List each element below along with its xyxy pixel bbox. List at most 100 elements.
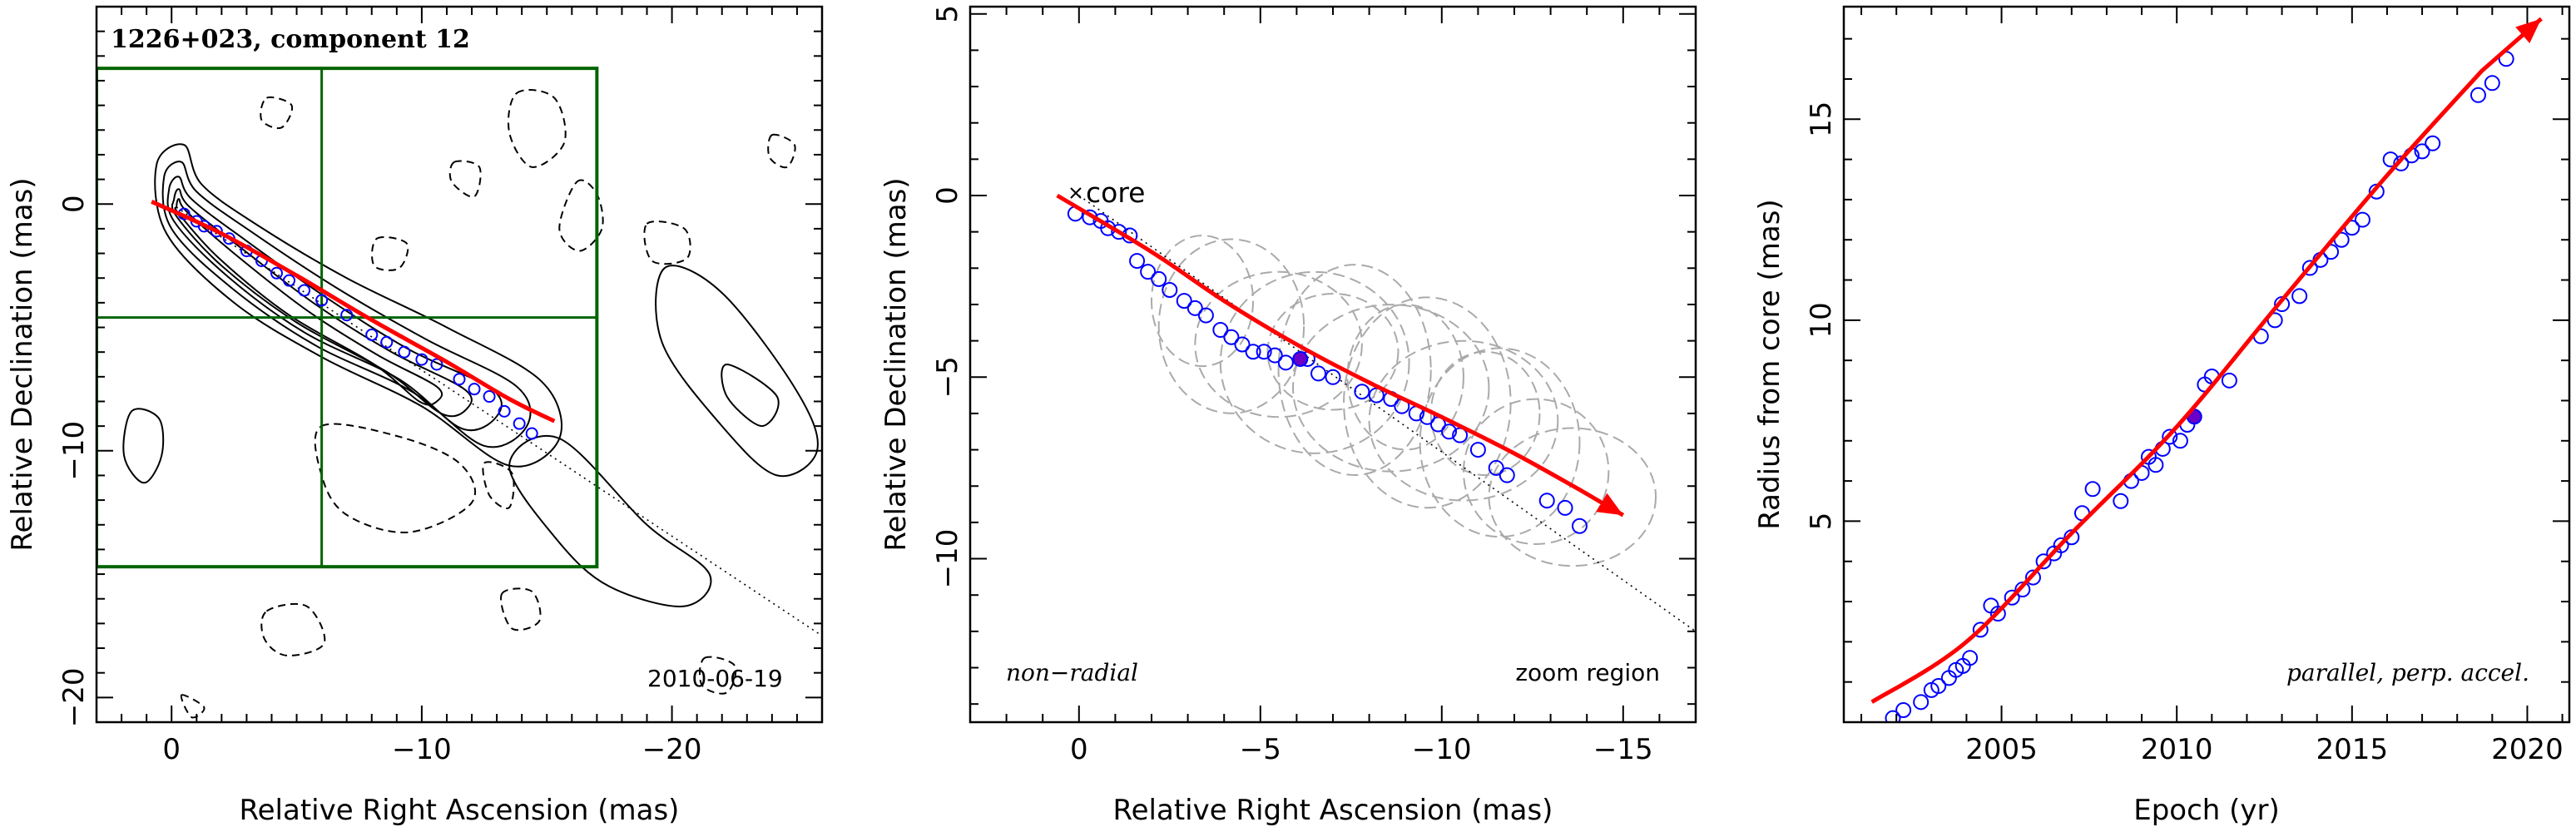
panel-1-contour-map: 0 −10 −20 0 −10 −20 1226+023, component 12 20… (6, 5, 824, 827)
negative-contour-line (500, 587, 542, 631)
data-point (298, 284, 311, 297)
data-point (1245, 344, 1261, 360)
x-tick-label: 0 (1070, 733, 1088, 766)
data-point (365, 328, 379, 341)
data-point (2425, 135, 2441, 151)
data-point (430, 358, 443, 371)
date-label: 2010-06-19 (647, 665, 783, 692)
contour-line (655, 265, 819, 478)
data-point (1972, 622, 1989, 638)
data-point (2354, 211, 2370, 228)
dotted-line (171, 203, 822, 636)
negative-contour-line (314, 423, 477, 533)
data-point (2172, 433, 2188, 449)
data-point (1325, 369, 1341, 385)
data-point (1557, 499, 1573, 516)
beam-ellipse (1462, 398, 1610, 545)
x-tick-label: 2015 (2316, 733, 2389, 766)
data-point (1234, 336, 1251, 353)
y-tick-label: −10 (931, 529, 964, 589)
panel-2-zoom-region: 0 −5 −10 −15 5 0 −5 −10 core non−radial zoom re… (879, 5, 1697, 827)
data-point (2301, 260, 2318, 276)
data-point (1885, 710, 1901, 722)
data-point (1354, 384, 1370, 400)
data-point (315, 294, 329, 307)
core-marker: core (1070, 176, 1145, 209)
beam-ellipse (1343, 296, 1512, 509)
y-tick-label: 15 (1805, 102, 1838, 137)
beam-ellipse (1368, 339, 1559, 502)
data-point (2393, 155, 2410, 171)
x-tick-label: −10 (1412, 733, 1472, 766)
negative-contour-line (371, 235, 409, 271)
plot-frame (1842, 5, 2571, 724)
data-point (1895, 702, 1912, 719)
beam-ellipse (1277, 264, 1432, 476)
x-tick-label: −5 (1240, 733, 1281, 766)
beam-ellipse (1194, 270, 1363, 418)
note-zoom-region: zoom region (1515, 659, 1660, 686)
fit-curve-line (151, 200, 556, 423)
fit-curve (151, 200, 556, 423)
data-point (1266, 347, 1283, 364)
negative-contour-line (482, 461, 515, 509)
data-point (340, 309, 354, 322)
data-point (2484, 75, 2500, 92)
x-tick-label: 2005 (1965, 733, 2038, 766)
data-point (2414, 143, 2430, 160)
negative-contour-line (260, 97, 294, 130)
data-point (1488, 459, 1504, 476)
arrow-head-icon (2515, 18, 2542, 43)
data-point (1151, 270, 1167, 287)
negative-contour-line (260, 602, 326, 656)
data-point (1310, 365, 1327, 382)
data-point (1176, 293, 1192, 310)
beam-ellipse (1488, 427, 1657, 567)
data-point (398, 345, 411, 359)
x-axis-label: Epoch (yr) (2133, 794, 2280, 827)
data-point (1186, 300, 1203, 316)
data-point (498, 404, 511, 418)
beam-ellipse (1292, 304, 1490, 473)
fit-curve-line (1056, 193, 1625, 518)
data-point (1111, 224, 1127, 240)
x-tick-label: 0 (162, 733, 181, 766)
x-tick-label: 2020 (2491, 733, 2564, 766)
data-point (1930, 678, 1947, 695)
axis-ticks: 0 −10 −20 0 −10 −20 (57, 6, 823, 766)
core-label: core (1086, 176, 1145, 209)
core-cross-icon (1070, 187, 1082, 199)
dotted-reference-line (171, 203, 822, 636)
contour-layer (122, 89, 819, 719)
negative-contour-line (558, 179, 604, 252)
beam-ellipse (1419, 347, 1581, 538)
data-point (2162, 428, 2178, 445)
arrow-head-icon (1596, 493, 1623, 516)
component-radii (1885, 51, 2514, 722)
data-point (1162, 282, 1178, 299)
y-tick-label: −5 (931, 356, 964, 398)
contour-line (721, 363, 780, 428)
negative-contour-line (643, 220, 691, 265)
data-point (1499, 467, 1515, 483)
zoom-box (97, 67, 599, 569)
y-tick-label: 5 (931, 5, 964, 23)
data-point (1129, 253, 1146, 270)
data-point (270, 266, 283, 280)
beam-ellipse (1266, 292, 1399, 411)
data-point (1469, 442, 1486, 458)
negative-contour-line (507, 89, 567, 168)
data-point (1256, 344, 1272, 360)
data-point (1538, 493, 1555, 509)
y-tick-label: 5 (1805, 513, 1838, 531)
data-point (1197, 307, 1214, 324)
beam-ellipse (1151, 235, 1255, 368)
data-point (1441, 423, 1458, 440)
x-axis-label: Relative Right Ascension (mas) (240, 794, 680, 827)
data-point (2291, 288, 2308, 305)
data-point (2053, 537, 2069, 553)
negative-contour-line (448, 160, 482, 198)
axis-ticks: 0 −5 −10 −15 5 0 −5 −10 (931, 5, 1697, 766)
plot-frame (95, 5, 824, 724)
